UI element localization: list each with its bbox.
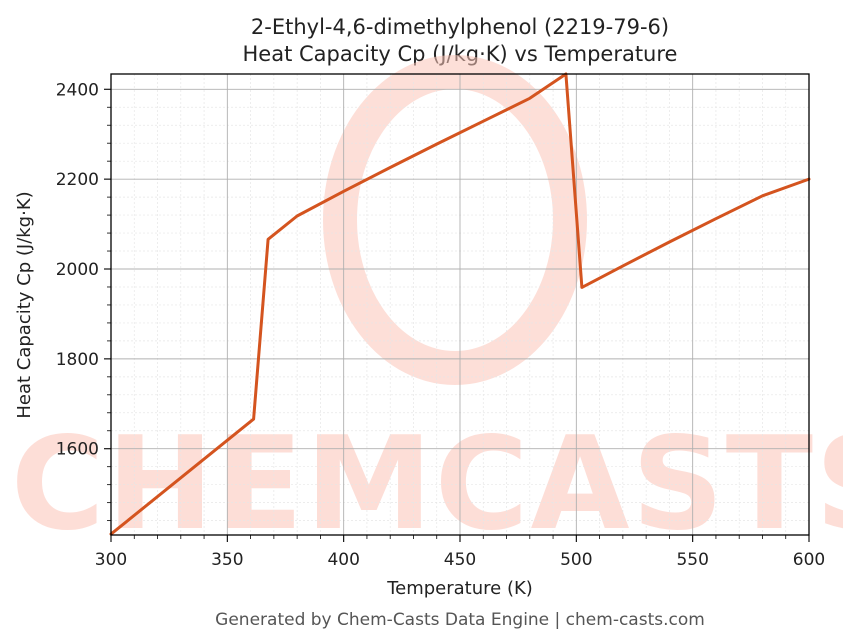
x-tick-label: 550 bbox=[676, 550, 708, 570]
x-tick-label: 500 bbox=[560, 550, 592, 570]
x-tick-label: 450 bbox=[444, 550, 476, 570]
x-tick-label: 350 bbox=[211, 550, 243, 570]
y-axis-label: Heat Capacity Cp (J/kg·K) bbox=[14, 191, 35, 418]
y-tick-label: 1600 bbox=[56, 440, 99, 460]
y-tick-label: 2200 bbox=[56, 170, 99, 190]
y-axis-ticks: 1600 1800 2000 2200 2400 bbox=[56, 80, 111, 522]
chemcasts-watermark-logo: CHEMCASTS bbox=[11, 55, 843, 559]
x-axis-label: Temperature (K) bbox=[386, 578, 533, 599]
x-tick-label: 600 bbox=[793, 550, 825, 570]
x-tick-label: 400 bbox=[327, 550, 359, 570]
y-tick-label: 2400 bbox=[56, 80, 99, 100]
major-grid bbox=[111, 74, 809, 535]
x-tick-label: 300 bbox=[95, 550, 127, 570]
y-tick-label: 1800 bbox=[56, 350, 99, 370]
watermark-ring bbox=[323, 55, 587, 385]
y-tick-label: 2000 bbox=[56, 260, 99, 280]
x-axis-ticks: 300 350 400 450 500 550 600 bbox=[95, 535, 825, 570]
series-line bbox=[109, 72, 811, 536]
chart-title-line-1: 2-Ethyl-4,6-dimethylphenol (2219-79-6) bbox=[251, 15, 669, 39]
series-line-group bbox=[109, 72, 811, 536]
footer-credit: Generated by Chem-Casts Data Engine | ch… bbox=[215, 610, 705, 630]
